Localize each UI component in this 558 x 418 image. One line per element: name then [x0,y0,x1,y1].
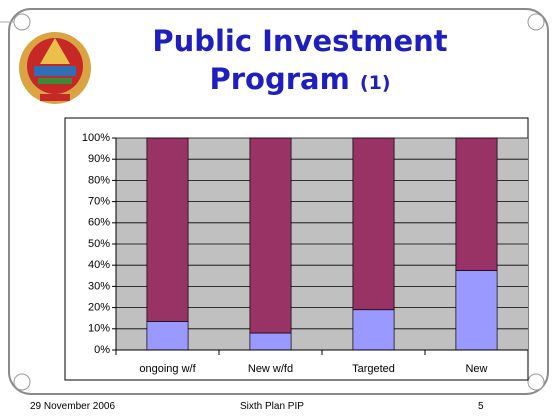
emblem-field-green [38,78,72,84]
emblem-stupa [40,38,70,64]
y-tick-label: 40% [88,259,110,271]
plot-area: 0% 10% 20% 30% 40% 50% 60% 70% 80% 90% 100% ongoing… [82,132,529,375]
slide-frame [8,8,549,395]
bar-segment [249,332,292,351]
y-tick-label: 30% [88,280,110,292]
y-tick-label: 60% [88,217,110,229]
bar-segment [146,137,189,322]
footer-date: 29 November 2006 [30,401,116,412]
y-tick-label: 20% [88,302,110,314]
frame-deco [13,13,31,31]
footer-page: 5 [478,401,484,412]
bar-segment [249,137,292,334]
frame-deco [527,13,545,31]
emblem-ribbon [40,94,70,101]
slide-title: Public Investment Program (1) [125,22,475,102]
bar-segment [146,321,189,351]
bar-segment [352,137,395,311]
x-tick-label: New w/fd [248,363,293,375]
y-tick-label: 90% [88,153,110,165]
x-tick-label: ongoing w/f [139,363,196,375]
emblem [19,32,91,104]
bar-segment [455,270,498,351]
bar-segment [455,137,498,271]
x-tick-label: Targeted [352,363,395,375]
x-tick-label: New [465,363,487,375]
y-tick-label: 10% [88,323,110,335]
title-text: Public Investment Program [152,24,448,96]
y-tick-label: 50% [88,238,110,250]
y-tick-label: 70% [88,196,110,208]
frame-deco [527,373,545,391]
y-tick-label: 80% [88,174,110,186]
frame-deco [13,373,31,391]
footer-center: Sixth Plan PIP [240,401,304,412]
emblem-water [34,66,76,76]
bar-segment [352,309,395,351]
title-suffix: (1) [359,72,391,94]
y-tick-label: 0% [94,344,110,356]
y-tick-label: 100% [82,132,110,144]
